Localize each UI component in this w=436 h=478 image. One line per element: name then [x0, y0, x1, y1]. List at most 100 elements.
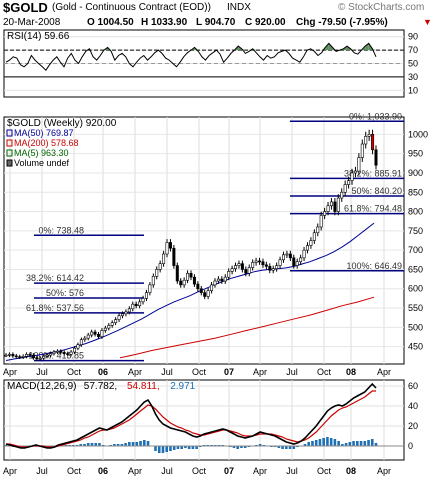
price-legend-3: MA(5) 963.30 [14, 148, 69, 158]
macd-y-tick-2: 40 [408, 401, 418, 411]
price-legend-swatch-2 [6, 139, 13, 147]
macd-x-tick-11: 08 [346, 466, 356, 476]
price-legend-swatch-1 [6, 129, 13, 137]
watermark: © StockCharts.com [338, 2, 425, 13]
macd-histogram-bar [184, 446, 187, 448]
header-low: L 904.70 [196, 17, 236, 28]
price-bar-body [192, 276, 196, 285]
macd-x-tick-0: Apr [3, 466, 17, 476]
price-bar-body [100, 330, 104, 337]
fib-label-6: 38.2%: 885.91 [344, 168, 402, 178]
price-bar-body [38, 357, 42, 360]
price-legend-1: MA(50) 769.87 [14, 128, 74, 138]
price-bar-body [234, 265, 238, 269]
price-bar-body [165, 242, 169, 255]
price-bar-body [237, 263, 241, 266]
price-bar-body [28, 354, 32, 356]
price-bar-body [175, 265, 179, 282]
price-bar-body [360, 143, 364, 158]
price-bar-body [285, 253, 289, 256]
price-y-tick-1: 500 [408, 322, 423, 332]
price-bar-body [79, 339, 83, 346]
price-y-tick-8: 850 [408, 187, 423, 197]
price-bar-body [168, 242, 172, 249]
macd-histogram-bar [344, 443, 348, 446]
macd-y-tick-0: 0 [408, 441, 413, 451]
fib-label-9: 100%: 646.49 [346, 261, 402, 271]
macd-histogram-bar [288, 446, 292, 449]
price-bar-body [93, 331, 97, 335]
price-bar-body [155, 269, 159, 277]
macd-histogram-bar [83, 444, 86, 446]
price-bar-body [203, 292, 207, 297]
price-x-tick-7: 07 [224, 367, 234, 377]
macd-histogram-bar [98, 443, 101, 446]
price-bar-body [220, 278, 224, 282]
macd-histogram-bar [307, 442, 311, 446]
price-x-tick-0: Apr [3, 367, 17, 377]
macd-histogram-bar [124, 443, 127, 446]
price-bar-body [110, 322, 114, 326]
price-bar-body [213, 280, 217, 286]
macd-histogram-bar [86, 443, 90, 446]
macd-histogram-bar [94, 443, 97, 446]
macd-histogram-bar [191, 446, 195, 449]
macd-x-tick-8: Apr [253, 466, 267, 476]
price-bar-body [302, 249, 306, 259]
price-bar-body [333, 201, 337, 212]
price-bar-body [264, 264, 268, 267]
macd-x-tick-12: Apr [377, 466, 391, 476]
price-bar-body [21, 355, 25, 358]
macd-histogram-bar [172, 446, 176, 450]
macd-histogram-bar [314, 440, 318, 446]
price-y-tick-5: 700 [408, 245, 423, 255]
price-bar-body [329, 201, 333, 207]
exchange-label: INDX [227, 2, 251, 13]
price-y-tick-11: 1000 [408, 129, 428, 139]
fib-label-3: 61.8%: 537.56 [26, 303, 84, 313]
symbol-description: (Gold - Continuous Contract (EOD)) [52, 2, 211, 13]
price-bar-body [216, 278, 220, 282]
price-x-tick-6: Oct [192, 367, 207, 377]
macd-signal-line [6, 390, 376, 448]
macd-histogram-bar [277, 446, 281, 448]
macd-histogram-bar [232, 446, 236, 448]
price-bar-body [4, 354, 8, 357]
price-bar-body [367, 134, 371, 137]
price-bar-body [31, 354, 35, 359]
price-bar-body [196, 283, 200, 290]
price-bar-body [227, 271, 231, 278]
macd-histogram-bar [187, 446, 191, 449]
price-bar-body [244, 269, 248, 274]
price-bar-body [258, 260, 262, 263]
price-bar-body [230, 268, 234, 272]
price-bar-body [134, 303, 138, 307]
price-bar-body [299, 257, 303, 263]
price-bar-body [86, 334, 90, 339]
macd-histogram-bar [142, 440, 146, 446]
header-high: H 1033.90 [141, 17, 188, 28]
price-bar-body [210, 284, 214, 291]
macd-x-tick-2: Oct [67, 466, 82, 476]
macd-x-tick-1: Jul [36, 466, 48, 476]
price-bar-body [336, 197, 340, 212]
price-bar-body [340, 191, 344, 199]
price-x-tick-10: Oct [317, 367, 332, 377]
price-bar-body [312, 232, 316, 241]
macd-y-tick-1: 20 [408, 421, 418, 431]
price-legend-swatch-3 [6, 149, 13, 157]
price-bar-body [18, 356, 22, 358]
rsi-overbought-fill [365, 43, 369, 51]
macd-histogram-bar [281, 446, 284, 449]
price-bar-body [179, 280, 183, 286]
price-bar-body [275, 265, 279, 269]
price-bar-body [148, 284, 152, 293]
change-arrow-icon: ▼ [423, 17, 432, 27]
macd-histogram-bar [161, 446, 165, 453]
price-bar-body [90, 331, 94, 336]
price-bar-body [151, 276, 155, 286]
price-bar-body [124, 311, 128, 315]
macd-histogram-bar [348, 442, 352, 446]
macd-histogram-bar [120, 444, 124, 446]
